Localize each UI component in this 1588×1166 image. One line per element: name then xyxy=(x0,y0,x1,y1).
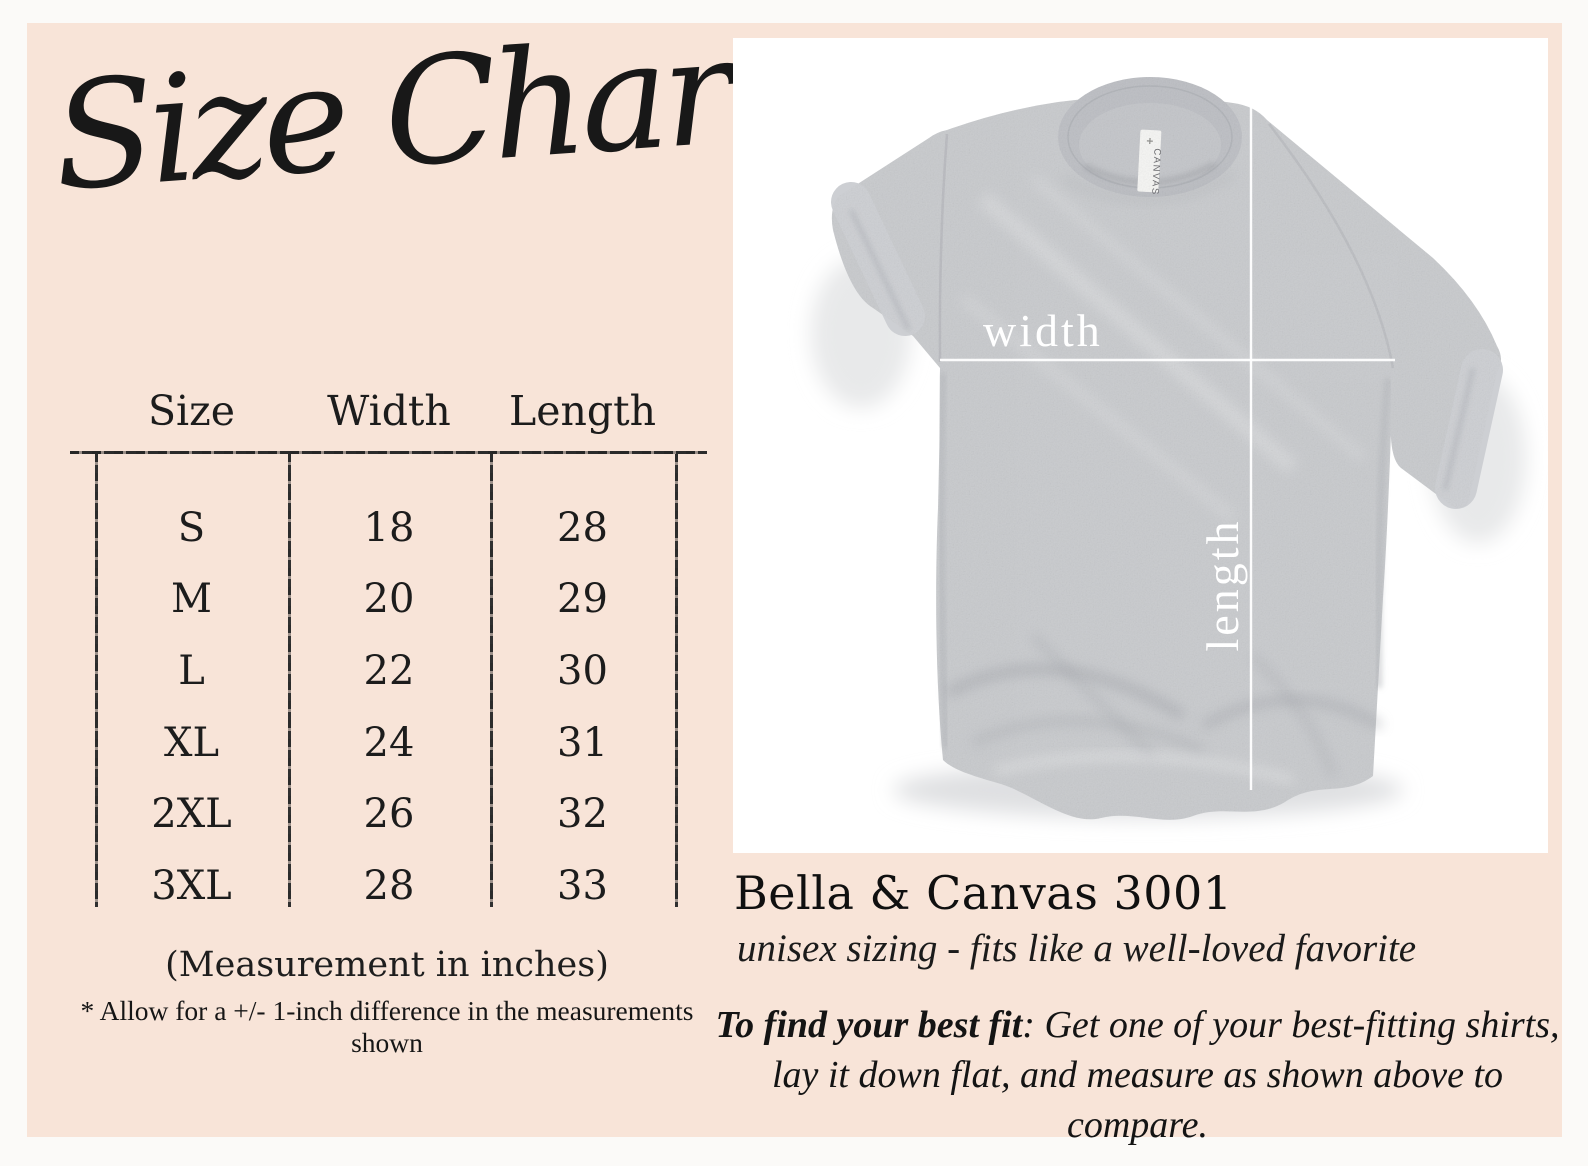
table-row: M 20 29 xyxy=(68,564,706,636)
cell-size: XL xyxy=(163,719,220,766)
cell-length: 33 xyxy=(557,862,608,909)
table-vertical-rule xyxy=(95,454,98,907)
table-vertical-rule xyxy=(490,454,493,907)
table-header-rule xyxy=(70,451,707,454)
cell-width: 20 xyxy=(363,576,415,623)
tolerance-disclaimer: * Allow for a +/- 1-inch difference in t… xyxy=(80,995,694,1058)
cell-size: S xyxy=(177,504,206,551)
pink-background-card: Size Chart Size Width Length S 18 28 M 2… xyxy=(27,1,1562,1146)
tshirt-illustration: CANVAS width length xyxy=(811,77,1526,820)
table-row: XL 24 31 xyxy=(68,707,706,779)
cell-size: M xyxy=(171,576,212,623)
size-table-header-row: Size Width Length xyxy=(68,370,706,451)
width-label: width xyxy=(983,305,1103,356)
table-row: 3XL 28 33 xyxy=(68,850,706,922)
length-label: length xyxy=(1197,519,1248,652)
column-header-length: Length xyxy=(508,386,657,435)
table-row: L 22 30 xyxy=(68,635,706,707)
size-table-body: S 18 28 M 20 29 L 22 30 XL 24 31 2XL 26 xyxy=(68,492,706,922)
table-row: S 18 28 xyxy=(68,492,706,564)
fit-tip-lead: To find your best fit xyxy=(715,1004,1023,1046)
measurement-unit-note: (Measurement in inches) xyxy=(165,945,609,985)
tshirt-photo: CANVAS width length xyxy=(733,38,1548,853)
cell-length: 28 xyxy=(557,504,608,551)
cell-length: 32 xyxy=(557,791,608,838)
heather-texture xyxy=(831,77,1502,820)
page-title: Size Chart xyxy=(47,1,787,224)
table-vertical-rule xyxy=(675,454,678,907)
cell-size: 3XL xyxy=(151,862,232,909)
cell-width: 26 xyxy=(363,791,415,838)
cell-width: 22 xyxy=(363,647,415,694)
fit-tip-rest: : Get one of your best-fitting shirts, xyxy=(1022,1004,1560,1046)
column-header-size: Size xyxy=(147,386,236,435)
table-vertical-rule xyxy=(288,454,291,907)
column-header-width: Width xyxy=(327,386,451,435)
product-tagline: unisex sizing - fits like a well-loved f… xyxy=(737,927,1417,970)
fit-tip: To find your best fit: Get one of your b… xyxy=(715,1000,1560,1150)
cell-size: 2XL xyxy=(151,791,232,838)
cell-width: 18 xyxy=(363,504,415,551)
cell-length: 29 xyxy=(557,576,608,623)
cell-width: 24 xyxy=(363,719,415,766)
cell-length: 31 xyxy=(557,719,608,766)
fit-tip-line2: lay it down flat, and measure as shown a… xyxy=(771,1054,1504,1147)
cell-length: 30 xyxy=(557,647,608,694)
cell-width: 28 xyxy=(363,862,415,909)
product-name: Bella & Canvas 3001 xyxy=(734,866,1233,920)
table-row: 2XL 26 32 xyxy=(68,778,706,850)
size-table: Size Width Length S 18 28 M 20 29 L 22 3… xyxy=(68,370,707,932)
cell-size: L xyxy=(178,647,205,694)
